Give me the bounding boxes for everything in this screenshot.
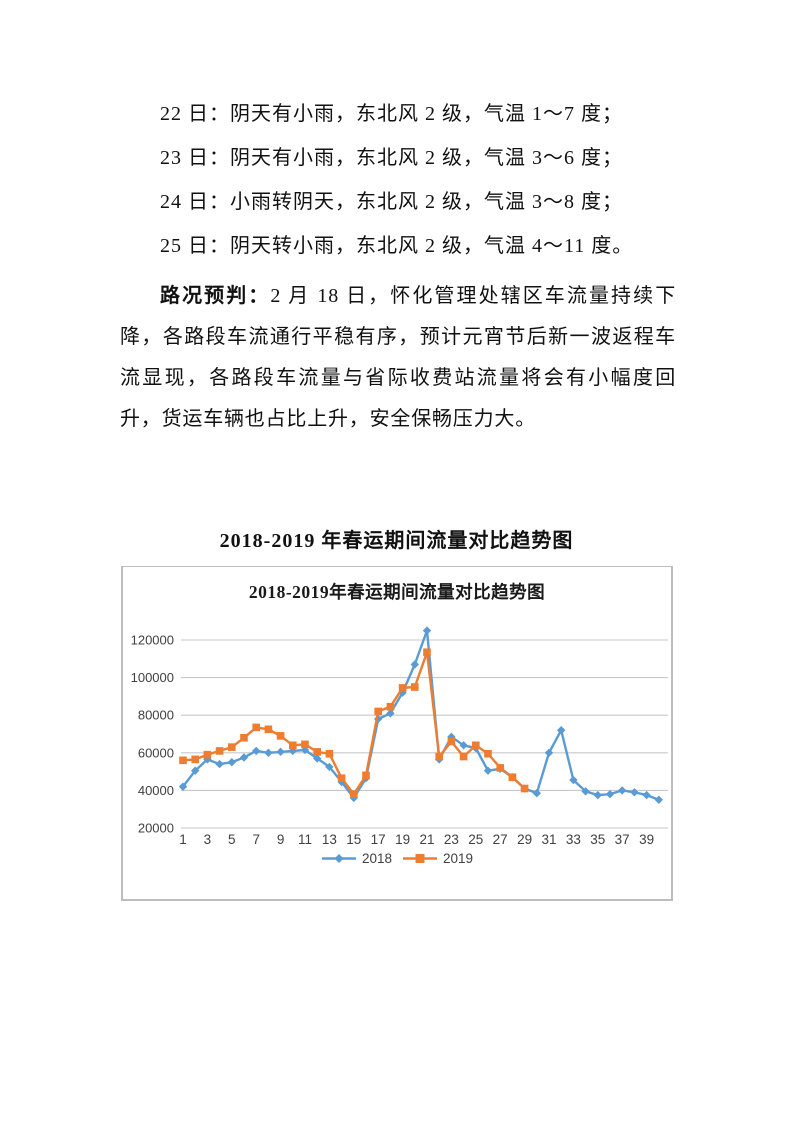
weather-line-23: 23 日：阴天有小雨，东北风 2 级，气温 3～6 度； xyxy=(160,147,623,169)
marker-diamond xyxy=(630,788,639,797)
marker-square xyxy=(520,784,529,793)
marker-square xyxy=(313,748,321,756)
svg-text:80000: 80000 xyxy=(138,708,174,723)
svg-text:19: 19 xyxy=(395,832,410,847)
svg-text:9: 9 xyxy=(277,832,285,847)
chart-title: 2018-2019年春运期间流量对比趋势图 xyxy=(248,582,546,602)
svg-text:29: 29 xyxy=(517,832,532,847)
svg-text:39: 39 xyxy=(639,832,654,847)
marker-square xyxy=(362,771,370,780)
svg-text:35: 35 xyxy=(590,832,605,847)
marker-diamond xyxy=(215,759,224,769)
marker-square xyxy=(459,752,468,761)
weather-forecast-block: 22 日：阴天有小雨，东北风 2 级，气温 1～7 度； 23 日：阴天有小雨，… xyxy=(120,92,677,268)
forecast-body: 2 月 18 日，怀化管理处辖区车流量持续下降，各路段车流通行平稳有序，预计元宵… xyxy=(120,285,676,430)
svg-text:37: 37 xyxy=(615,832,630,847)
svg-text:13: 13 xyxy=(322,832,337,847)
marker-square xyxy=(276,732,285,740)
legend-2018-marker-icon xyxy=(321,854,356,863)
chart-legend: 2018 2019 xyxy=(123,851,671,866)
x-axis-labels: 1 3 5 7 9 11 13 15 17 19 21 23 25 27 29 31 33 35 37 39 xyxy=(179,832,654,847)
marker-diamond xyxy=(654,795,663,804)
chart-caption: 2018-2019 年春运期间流量对比趋势图 xyxy=(219,530,574,552)
svg-text:100000: 100000 xyxy=(131,670,174,685)
marker-diamond xyxy=(569,775,578,785)
marker-diamond xyxy=(618,786,627,795)
marker-diamond xyxy=(557,726,566,735)
svg-text:20000: 20000 xyxy=(138,821,174,836)
marker-square xyxy=(411,683,419,691)
y-axis-labels: 20000 40000 60000 80000 100000 120000 xyxy=(131,633,174,836)
svg-text:3: 3 xyxy=(204,832,212,847)
svg-text:25: 25 xyxy=(468,832,483,847)
weather-line-22: 22 日：阴天有小雨，东北风 2 级，气温 1～7 度； xyxy=(160,103,623,125)
svg-text:31: 31 xyxy=(541,832,556,847)
svg-text:60000: 60000 xyxy=(138,745,174,760)
weather-line-25: 25 日：阴天转小雨，东北风 2 级，气温 4～11 度。 xyxy=(160,235,634,257)
legend-2019-marker-icon xyxy=(403,854,437,863)
svg-text:23: 23 xyxy=(444,832,459,847)
svg-text:27: 27 xyxy=(493,832,508,847)
legend-label-2019: 2019 xyxy=(443,851,474,866)
marker-square xyxy=(472,741,480,750)
marker-square xyxy=(496,764,504,772)
gridlines xyxy=(181,639,668,829)
marker-square xyxy=(508,773,517,782)
marker-diamond xyxy=(642,790,651,800)
marker-square xyxy=(337,774,346,782)
marker-square xyxy=(191,755,199,764)
svg-text:15: 15 xyxy=(346,832,361,847)
marker-diamond xyxy=(178,782,188,791)
marker-square xyxy=(423,648,431,657)
marker-square xyxy=(240,733,248,742)
legend-item-2019: 2019 xyxy=(402,851,473,866)
marker-square xyxy=(484,749,492,758)
marker-square xyxy=(325,749,334,758)
svg-text:33: 33 xyxy=(566,832,581,847)
marker-square xyxy=(398,684,407,692)
chart-container: 2018-2019年春运期间流量对比趋势图 20000 40000 60000 800… xyxy=(121,566,673,901)
marker-diamond xyxy=(422,626,432,635)
marker-square xyxy=(252,723,260,732)
marker-square xyxy=(447,737,456,746)
marker-diamond xyxy=(264,748,273,757)
marker-square xyxy=(289,741,297,750)
svg-text:11: 11 xyxy=(298,832,312,847)
weather-line-24: 24 日：小雨转阴天，东北风 2 级，气温 3～8 度； xyxy=(160,191,623,213)
marker-square xyxy=(301,740,309,749)
marker-square xyxy=(374,707,382,716)
marker-square xyxy=(350,790,358,798)
marker-square xyxy=(435,752,443,761)
marker-diamond xyxy=(239,753,249,762)
marker-diamond xyxy=(252,746,261,756)
svg-text:17: 17 xyxy=(371,832,386,847)
marker-square xyxy=(179,756,187,765)
marker-square xyxy=(264,725,273,734)
svg-text:40000: 40000 xyxy=(138,783,174,798)
marker-diamond xyxy=(410,660,419,669)
svg-text:1: 1 xyxy=(179,832,187,847)
marker-square xyxy=(215,747,224,755)
svg-text:7: 7 xyxy=(252,832,260,847)
legend-label-2018: 2018 xyxy=(361,851,392,866)
road-forecast-paragraph: 路况预判：2 月 18 日，怀化管理处辖区车流量持续下降，各路段车流通行平稳有序… xyxy=(120,276,676,440)
marker-diamond xyxy=(191,766,200,775)
marker-diamond xyxy=(593,790,602,800)
marker-diamond xyxy=(544,748,554,757)
marker-diamond xyxy=(276,747,285,757)
marker-diamond xyxy=(227,758,236,767)
marker-diamond xyxy=(605,789,615,799)
forecast-label: 路况预判： xyxy=(160,285,271,307)
series-2019-line xyxy=(179,648,529,798)
svg-text:21: 21 xyxy=(419,832,434,847)
legend-item-2018: 2018 xyxy=(321,851,392,866)
svg-text:5: 5 xyxy=(228,832,236,847)
marker-square xyxy=(386,702,395,711)
svg-text:120000: 120000 xyxy=(131,633,174,648)
marker-square xyxy=(228,743,236,751)
marker-square xyxy=(203,750,212,759)
